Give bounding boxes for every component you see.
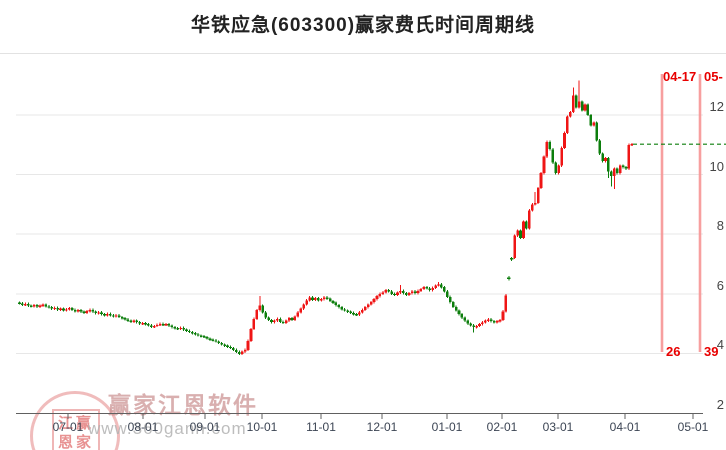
watermark-seal-row-top: 江赢 — [57, 415, 94, 432]
chart-title: 华铁应急(603300)赢家费氏时间周期线 — [190, 15, 536, 36]
x-axis-label: 02-01 — [486, 420, 518, 434]
x-axis-label: 03-01 — [542, 420, 574, 434]
y-axis-label: 10 — [709, 158, 724, 174]
x-axis-label: 08-01 — [127, 420, 159, 434]
x-axis-label: 07-01 — [52, 420, 84, 434]
watermark-seal: 江赢 恩家 — [52, 409, 100, 450]
watermark-seal-row-bottom: 恩家 — [57, 434, 94, 450]
y-axis-label: 12 — [709, 99, 724, 114]
cycle-line-date-label-1: 04-17 — [663, 69, 697, 84]
cycle-line-count-label-2: 39 — [704, 344, 719, 359]
cycle-line-date-label-2: 05- — [704, 69, 723, 84]
x-axis-label: 11-01 — [306, 420, 336, 434]
x-axis-label: 01-01 — [431, 420, 463, 434]
x-axis-label: 05-01 — [677, 420, 709, 434]
y-axis-label: 2 — [716, 397, 724, 412]
y-axis-label: 6 — [716, 277, 724, 293]
cycle-line-count-label-1: 26 — [666, 344, 681, 359]
x-axis-label: 10-01 — [246, 420, 278, 434]
x-axis-label: 09-01 — [189, 420, 221, 434]
watermark-site-url: www.360gann.com — [88, 419, 247, 438]
candles-layer — [18, 80, 634, 356]
y-axis-label: 8 — [716, 218, 724, 234]
x-axis-label: 12-01 — [366, 420, 398, 434]
title-divider-line — [0, 53, 726, 54]
x-axis-label: 04-01 — [609, 420, 641, 434]
y-axis-label: 4 — [716, 337, 724, 353]
